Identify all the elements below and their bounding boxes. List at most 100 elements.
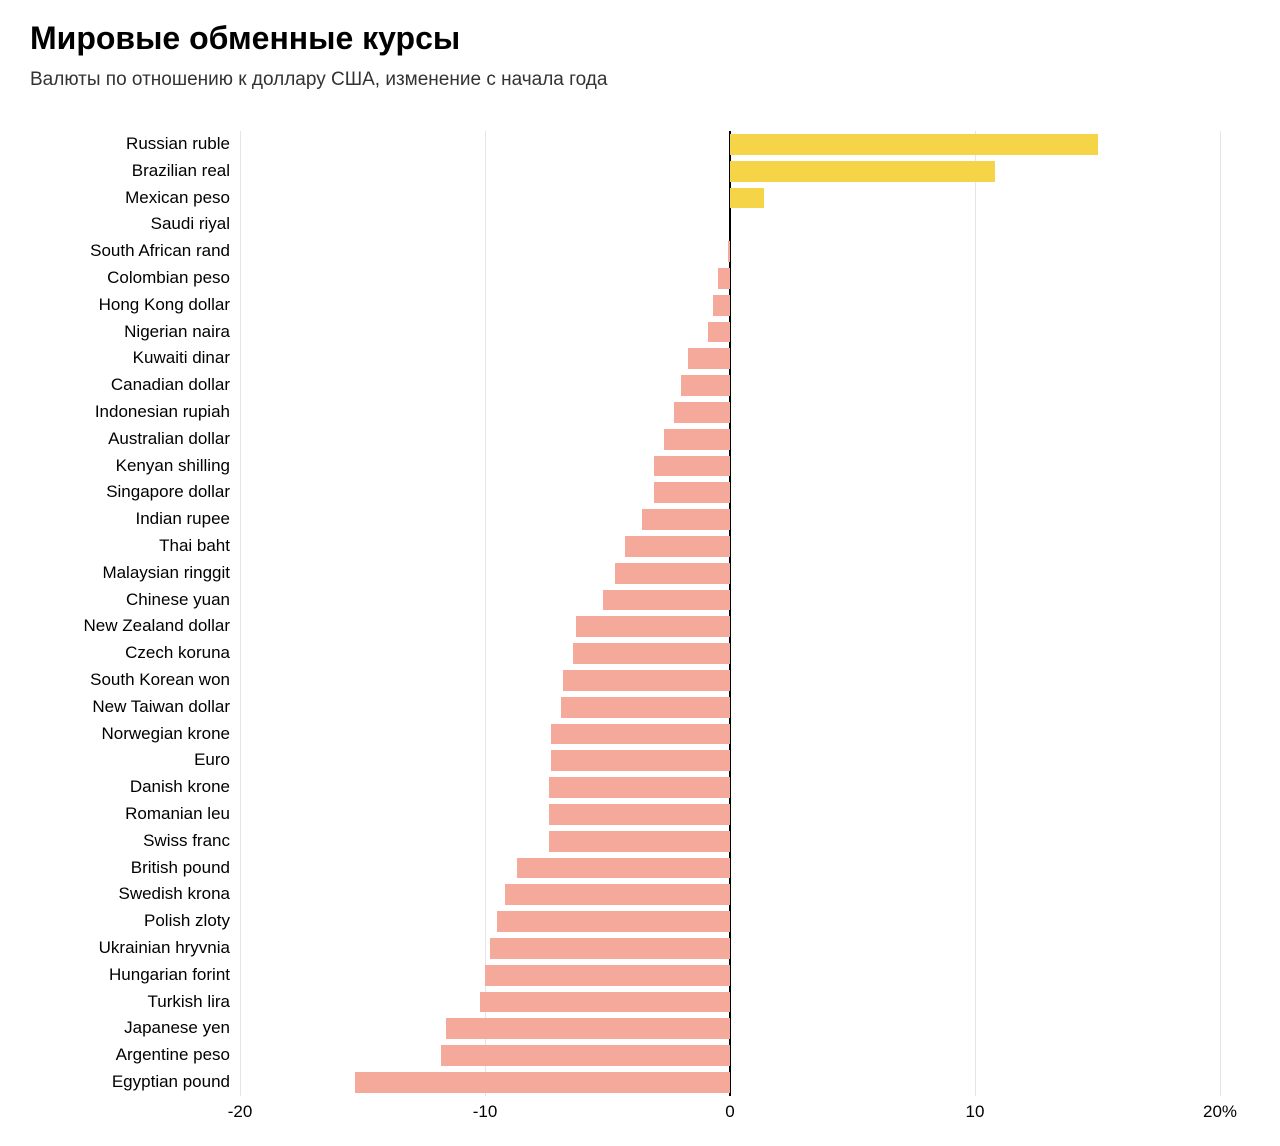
bar-row: Malaysian ringgit <box>240 560 1220 587</box>
bar-row: Singapore dollar <box>240 479 1220 506</box>
bar <box>441 1045 730 1066</box>
bar-label: Nigerian naira <box>124 319 230 346</box>
bar <box>551 724 730 745</box>
bar-label: Egyptian pound <box>112 1069 230 1096</box>
bar-row: Czech koruna <box>240 640 1220 667</box>
bar-row: Kuwaiti dinar <box>240 345 1220 372</box>
bar <box>625 536 730 557</box>
plot-area: Russian rubleBrazilian realMexican pesoS… <box>240 131 1220 1096</box>
bar <box>664 429 730 450</box>
bar <box>505 884 730 905</box>
bar-row: Egyptian pound <box>240 1069 1220 1096</box>
bar-label: Czech koruna <box>125 640 230 667</box>
bar-row: Japanese yen <box>240 1015 1220 1042</box>
x-tick-label: -20 <box>228 1102 253 1122</box>
bar-label: Mexican peso <box>125 185 230 212</box>
bar-label: Russian ruble <box>126 131 230 158</box>
bar-row: Turkish lira <box>240 989 1220 1016</box>
bar <box>490 938 730 959</box>
bar-row: Kenyan shilling <box>240 453 1220 480</box>
bar-row: Brazilian real <box>240 158 1220 185</box>
bar-row: Polish zloty <box>240 908 1220 935</box>
bar-label: Swedish krona <box>118 881 230 908</box>
bar-row: Nigerian naira <box>240 319 1220 346</box>
bar <box>728 241 730 262</box>
bar-row: Danish krone <box>240 774 1220 801</box>
bar-row: Ukrainian hryvnia <box>240 935 1220 962</box>
bar-row: British pound <box>240 855 1220 882</box>
bar-row: Hungarian forint <box>240 962 1220 989</box>
bar <box>480 992 730 1013</box>
bar-label: British pound <box>131 855 230 882</box>
bar-row: Thai baht <box>240 533 1220 560</box>
bar-label: Danish krone <box>130 774 230 801</box>
bar <box>688 348 730 369</box>
bar-label: Thai baht <box>159 533 230 560</box>
bar-row: Australian dollar <box>240 426 1220 453</box>
bar <box>549 777 730 798</box>
bar <box>485 965 730 986</box>
x-tick-label: 20% <box>1203 1102 1237 1122</box>
bar <box>730 134 1098 155</box>
bar-row: New Zealand dollar <box>240 613 1220 640</box>
bar-label: Chinese yuan <box>126 587 230 614</box>
bar <box>561 697 730 718</box>
bar-row: Argentine peso <box>240 1042 1220 1069</box>
bar-label: Euro <box>194 747 230 774</box>
bar-label: Hungarian forint <box>109 962 230 989</box>
bar-label: Argentine peso <box>116 1042 230 1069</box>
bar <box>446 1018 730 1039</box>
bar-row: Indian rupee <box>240 506 1220 533</box>
bar-row: South African rand <box>240 238 1220 265</box>
bar <box>576 616 730 637</box>
bar-row: New Taiwan dollar <box>240 694 1220 721</box>
chart-container: Russian rubleBrazilian realMexican pesoS… <box>30 131 1250 1126</box>
bar-row: Swedish krona <box>240 881 1220 908</box>
bar <box>497 911 730 932</box>
bar-label: South Korean won <box>90 667 230 694</box>
bar <box>517 858 730 879</box>
bar-row: Russian ruble <box>240 131 1220 158</box>
bar-label: New Taiwan dollar <box>92 694 230 721</box>
bar-row: Chinese yuan <box>240 587 1220 614</box>
bar-row: Norwegian krone <box>240 721 1220 748</box>
gridline <box>1220 131 1221 1096</box>
bar-row: Indonesian rupiah <box>240 399 1220 426</box>
bar-row: Colombian peso <box>240 265 1220 292</box>
bar-row: South Korean won <box>240 667 1220 694</box>
bar-row: Saudi riyal <box>240 211 1220 238</box>
chart-subtitle: Валюты по отношению к доллару США, измен… <box>30 69 1250 91</box>
x-tick-label: -10 <box>473 1102 498 1122</box>
bar-label: Indian rupee <box>135 506 230 533</box>
bar-label: South African rand <box>90 238 230 265</box>
x-axis: -20-1001020% <box>240 1096 1220 1126</box>
bar-label: Japanese yen <box>124 1015 230 1042</box>
bar-label: Hong Kong dollar <box>99 292 230 319</box>
bar-label: New Zealand dollar <box>84 613 230 640</box>
bar <box>708 322 730 343</box>
bar-label: Kuwaiti dinar <box>133 345 230 372</box>
bar-row: Euro <box>240 747 1220 774</box>
bar-label: Colombian peso <box>107 265 230 292</box>
bar <box>355 1072 730 1093</box>
bar <box>549 804 730 825</box>
bar <box>573 643 730 664</box>
bar <box>674 402 730 423</box>
bar-label: Brazilian real <box>132 158 230 185</box>
x-tick-label: 0 <box>725 1102 734 1122</box>
bar-row: Romanian leu <box>240 801 1220 828</box>
bar <box>730 188 764 209</box>
bar <box>603 590 730 611</box>
bar-label: Norwegian krone <box>101 721 230 748</box>
bar <box>718 268 730 289</box>
bar-label: Saudi riyal <box>151 211 230 238</box>
bar-row: Swiss franc <box>240 828 1220 855</box>
bar <box>563 670 730 691</box>
bar-label: Polish zloty <box>144 908 230 935</box>
bar <box>713 295 730 316</box>
bar-label: Australian dollar <box>108 426 230 453</box>
bar <box>730 161 995 182</box>
bar <box>681 375 730 396</box>
bar <box>642 509 730 530</box>
x-tick-label: 10 <box>966 1102 985 1122</box>
